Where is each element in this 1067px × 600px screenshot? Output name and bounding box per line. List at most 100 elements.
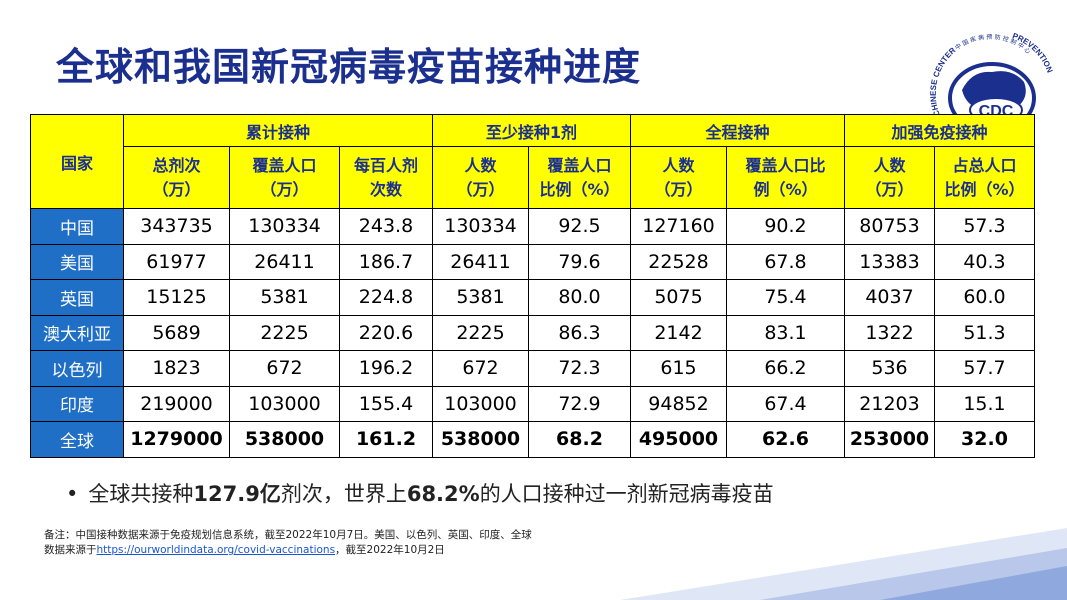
value-cell: 32.0 xyxy=(934,421,1035,458)
value-cell: 61977 xyxy=(123,243,230,280)
country-cell: 澳大利亚 xyxy=(30,314,124,351)
value-cell: 13383 xyxy=(844,243,935,280)
value-cell: 5689 xyxy=(123,314,230,351)
column-header: 人数 （万） xyxy=(844,146,935,209)
column-header-line: （万） xyxy=(865,179,914,199)
column-header-line: 占总人口 xyxy=(952,155,1017,175)
value-cell: 67.8 xyxy=(726,243,845,280)
column-header-line: 人数 xyxy=(873,155,906,175)
value-cell: 86.3 xyxy=(528,314,631,351)
value-cell: 2225 xyxy=(432,314,529,351)
column-header-line: 次数 xyxy=(369,179,402,199)
value-cell: 80753 xyxy=(844,208,935,245)
country-header: 国家 xyxy=(30,114,124,209)
footnote-line-1: 备注：中国接种数据来源于免疫规划信息系统，截至2022年10月7日。美国、以色列… xyxy=(44,529,532,541)
bullet-text-3: 的人口接种过一剂新冠病毒疫苗 xyxy=(479,482,774,506)
column-header: 覆盖人口比例（%） xyxy=(726,146,845,209)
value-cell: 1823 xyxy=(123,350,230,387)
group-header-at-least-one: 至少接种1剂 xyxy=(432,114,631,147)
country-cell: 中国 xyxy=(30,208,124,245)
value-cell: 26411 xyxy=(432,243,529,280)
value-cell: 219000 xyxy=(123,385,230,422)
bullet-total-doses: 127.9亿 xyxy=(193,482,281,506)
group-header-full: 全程接种 xyxy=(630,114,845,147)
vaccination-table: 国家 累计接种 至少接种1剂 全程接种 加强免疫接种 总剂次 （万） 覆盖人口 （万）… xyxy=(30,114,1035,458)
value-cell: 4037 xyxy=(844,279,935,316)
value-cell: 5381 xyxy=(432,279,529,316)
value-cell: 615 xyxy=(630,350,727,387)
value-cell: 5075 xyxy=(630,279,727,316)
value-cell: 80.0 xyxy=(528,279,631,316)
value-cell: 72.9 xyxy=(528,385,631,422)
value-cell: 5381 xyxy=(229,279,340,316)
value-cell: 72.3 xyxy=(528,350,631,387)
column-header-line: 人数 xyxy=(662,155,695,175)
column-header: 人数 （万） xyxy=(630,146,727,209)
value-cell: 57.3 xyxy=(934,208,1035,245)
column-header-line: 人数 xyxy=(464,155,497,175)
svg-text:PREVENTION: PREVENTION xyxy=(1011,31,1054,74)
column-header: 占总人口比例（%） xyxy=(934,146,1035,209)
value-cell: 1322 xyxy=(844,314,935,351)
value-cell: 26411 xyxy=(229,243,340,280)
value-cell: 186.7 xyxy=(339,243,433,280)
value-cell: 2225 xyxy=(229,314,340,351)
table-row: 以色列 1823 672 196.2 672 72.3 615 66.2 536 57.7 xyxy=(30,350,1035,387)
group-header-booster: 加强免疫接种 xyxy=(844,114,1035,147)
footnote: 备注：中国接种数据来源于免疫规划信息系统，截至2022年10月7日。美国、以色列… xyxy=(44,528,532,558)
group-header-cumulative: 累计接种 xyxy=(123,114,433,147)
column-header-line: 比例（%） xyxy=(539,179,620,199)
column-header-line: 例（%） xyxy=(753,179,818,199)
page-title: 全球和我国新冠病毒疫苗接种进度 xyxy=(56,45,642,89)
column-header-line: 比例（%） xyxy=(944,179,1025,199)
value-cell: 103000 xyxy=(229,385,340,422)
value-cell: 90.2 xyxy=(726,208,845,245)
country-cell: 以色列 xyxy=(30,350,124,387)
value-cell: 196.2 xyxy=(339,350,433,387)
value-cell: 79.6 xyxy=(528,243,631,280)
value-cell: 15.1 xyxy=(934,385,1035,422)
footnote-line-2: 数据来源于https://ourworldindata.org/covid-va… xyxy=(44,543,532,558)
value-cell: 224.8 xyxy=(339,279,433,316)
column-header-line: 总剂次 xyxy=(152,155,201,175)
country-cell: 英国 xyxy=(30,279,124,316)
source-link[interactable]: https://ourworldindata.org/covid-vaccina… xyxy=(96,544,336,556)
bullet-text-1: 全球共接种 xyxy=(88,482,194,506)
value-cell: 538000 xyxy=(432,421,529,458)
column-header-line: （万） xyxy=(654,179,703,199)
column-header-line: 每百人剂 xyxy=(353,155,418,175)
column-header: 总剂次 （万） xyxy=(123,146,230,209)
value-cell: 127160 xyxy=(630,208,727,245)
summary-bullet: • 全球共接种127.9亿剂次，世界上68.2%的人口接种过一剂新冠病毒疫苗 xyxy=(66,478,774,508)
value-cell: 495000 xyxy=(630,421,727,458)
value-cell: 51.3 xyxy=(934,314,1035,351)
value-cell: 343735 xyxy=(123,208,230,245)
value-cell: 40.3 xyxy=(934,243,1035,280)
table-row: 印度 219000 103000 155.4 103000 72.9 94852 67.4 21… xyxy=(30,385,1035,422)
value-cell: 75.4 xyxy=(726,279,845,316)
value-cell: 62.6 xyxy=(726,421,845,458)
value-cell: 60.0 xyxy=(934,279,1035,316)
value-cell: 57.7 xyxy=(934,350,1035,387)
value-cell: 68.2 xyxy=(528,421,631,458)
value-cell: 83.1 xyxy=(726,314,845,351)
value-cell: 672 xyxy=(432,350,529,387)
column-header: 覆盖人口比例（%） xyxy=(528,146,631,209)
value-cell: 94852 xyxy=(630,385,727,422)
value-cell: 155.4 xyxy=(339,385,433,422)
bullet-text-2: 剂次，世界上 xyxy=(280,482,407,506)
column-header: 覆盖人口 （万） xyxy=(229,146,340,209)
column-header-line: （万） xyxy=(152,179,201,199)
value-cell: 538000 xyxy=(229,421,340,458)
table-row: 全球 1279000 538000 161.2 538000 68.2 495000 62.6… xyxy=(30,421,1035,458)
value-cell: 161.2 xyxy=(339,421,433,458)
value-cell: 92.5 xyxy=(528,208,631,245)
column-header-line: 覆盖人口比 xyxy=(745,155,826,175)
country-cell: 全球 xyxy=(30,421,124,458)
bullet-coverage: 68.2% xyxy=(406,482,480,506)
column-header-line: （万） xyxy=(456,179,505,199)
value-cell: 253000 xyxy=(844,421,935,458)
value-cell: 243.8 xyxy=(339,208,433,245)
table-row: 英国 15125 5381 224.8 5381 80.0 5075 75.4 4037 60.0 xyxy=(30,279,1035,316)
value-cell: 130334 xyxy=(432,208,529,245)
